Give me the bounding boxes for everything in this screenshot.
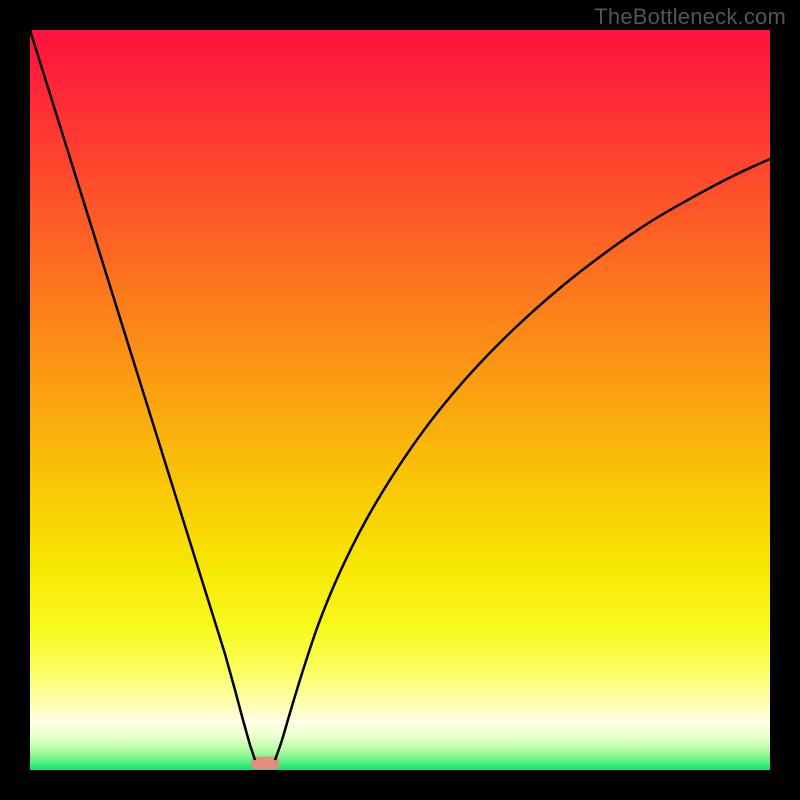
chart-container: { "watermark": { "text": "TheBottleneck.… — [0, 0, 800, 800]
watermark-text: TheBottleneck.com — [594, 4, 786, 30]
bottleneck-chart — [0, 0, 800, 800]
plot-background — [30, 30, 770, 770]
